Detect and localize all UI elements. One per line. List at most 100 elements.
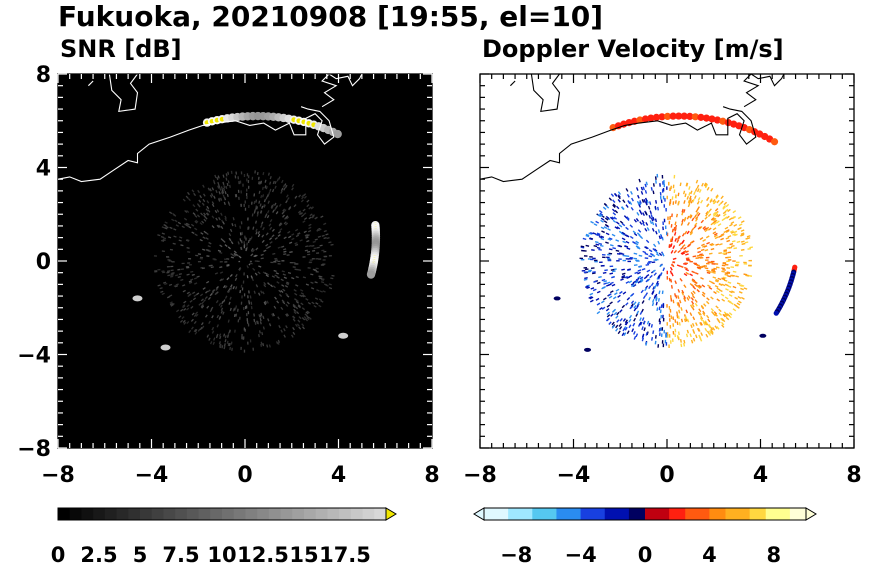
doppler-velocity-speck	[614, 193, 618, 197]
doppler-velocity-speck	[648, 201, 652, 205]
doppler-velocity-speck	[684, 266, 688, 270]
doppler-velocity-speck	[714, 285, 719, 288]
doppler-velocity-speck	[596, 246, 601, 249]
snr-noise-speck	[281, 299, 285, 303]
doppler-velocity-speck	[596, 232, 601, 236]
snr-noise-speck	[220, 186, 223, 190]
snr-noise-speck	[200, 298, 204, 302]
doppler-velocity-speck	[629, 235, 634, 239]
snr-noise-speck	[215, 189, 218, 194]
doppler-velocity-speck	[714, 211, 719, 216]
snr-colorbar-cell	[81, 508, 94, 520]
doppler-velocity-speck	[644, 197, 648, 202]
snr-noise-speck	[281, 179, 284, 184]
snr-noise-speck	[287, 271, 292, 275]
snr-noise-speck	[172, 212, 176, 216]
snr-noise-speck	[295, 234, 300, 238]
doppler-velocity-speck	[635, 333, 639, 338]
doppler-velocity-speck	[722, 204, 726, 209]
snr-noise-speck	[186, 222, 190, 226]
doppler-velocity-speck	[610, 313, 614, 317]
snr-noise-speck	[276, 178, 280, 182]
doppler-velocity-speck	[621, 276, 626, 279]
snr-noise-speck	[192, 212, 196, 216]
doppler-velocity-speck	[733, 247, 738, 250]
doppler-velocity-speck	[716, 220, 720, 224]
snr-noise-speck	[164, 221, 168, 224]
doppler-velocity-speck	[609, 290, 614, 294]
doppler-velocity-speck	[676, 321, 679, 326]
snr-noise-speck	[179, 319, 184, 323]
doppler-colorbar-cell	[636, 508, 646, 520]
doppler-velocity-speck	[585, 285, 589, 288]
doppler-velocity-speck	[686, 215, 690, 220]
snr-noise-speck	[258, 292, 261, 296]
snr-noise-speck	[254, 254, 258, 258]
doppler-velocity-speck	[662, 267, 666, 272]
doppler-velocity-speck	[708, 330, 712, 334]
doppler-velocity-speck	[718, 283, 723, 287]
doppler-velocity-speck	[605, 215, 610, 220]
snr-noise-speck	[271, 188, 275, 193]
doppler-velocity-speck	[608, 248, 613, 251]
doppler-velocity-speck	[639, 279, 644, 283]
doppler-velocity-speck	[677, 192, 680, 197]
snr-noise-speck	[213, 337, 216, 341]
doppler-velocity-speck	[694, 187, 698, 192]
snr-noise-speck	[221, 191, 224, 195]
doppler-velocity-speck	[595, 220, 600, 224]
snr-noise-speck	[205, 249, 209, 252]
doppler-velocity-speck	[606, 281, 611, 285]
snr-noise-speck	[220, 304, 223, 308]
snr-noise-speck	[274, 296, 278, 300]
doppler-velocity-speck	[717, 277, 722, 281]
snr-noise-speck	[293, 308, 297, 312]
snr-noise-speck	[220, 310, 224, 314]
doppler-velocity-speck	[698, 189, 702, 193]
snr-colorbar-label: 15	[289, 543, 318, 567]
snr-noise-speck	[291, 233, 295, 236]
doppler-velocity-speck	[635, 278, 639, 283]
doppler-echo-cell	[713, 116, 722, 124]
snr-noise-speck	[306, 204, 310, 208]
snr-coastline-2	[108, 73, 139, 113]
doppler-velocity-speck	[616, 226, 621, 230]
snr-colorbar-cell	[374, 508, 387, 520]
snr-noise-speck	[159, 287, 163, 290]
doppler-velocity-speck	[646, 320, 650, 325]
doppler-velocity-speck	[630, 282, 635, 286]
snr-noise-speck	[278, 289, 282, 293]
snr-noise-speck	[269, 181, 272, 185]
doppler-velocity-speck	[642, 250, 647, 254]
doppler-velocity-speck	[621, 237, 626, 241]
doppler-velocity-speck	[680, 307, 683, 311]
doppler-velocity-speck	[704, 216, 708, 220]
snr-noise-speck	[199, 326, 203, 331]
snr-noise-speck	[191, 273, 195, 276]
doppler-velocity-speck	[704, 228, 709, 233]
snr-noise-speck	[262, 343, 265, 347]
doppler-velocity-speck	[612, 270, 616, 273]
snr-noise-speck	[308, 216, 312, 220]
snr-noise-speck	[321, 234, 325, 237]
snr-noise-speck	[282, 273, 286, 276]
snr-noise-speck	[186, 247, 190, 249]
snr-noise-speck	[226, 264, 230, 267]
doppler-velocity-speck	[722, 210, 727, 215]
doppler-colorbar-cell	[709, 508, 718, 520]
doppler-velocity-speck	[679, 278, 683, 282]
snr-noise-speck	[164, 282, 168, 285]
doppler-velocity-speck	[687, 222, 690, 226]
doppler-velocity-speck	[656, 282, 660, 287]
snr-noise-speck	[284, 285, 289, 288]
snr-noise-speck	[302, 208, 306, 212]
snr-noise-speck	[262, 315, 265, 320]
snr-noise-speck	[277, 339, 281, 344]
doppler-velocity-speck	[716, 298, 721, 302]
doppler-colorbar-cell	[797, 508, 807, 520]
snr-noise-speck	[172, 242, 176, 245]
doppler-velocity-speck	[697, 285, 701, 289]
doppler-velocity-speck	[722, 268, 726, 271]
snr-noise-speck	[219, 271, 224, 274]
snr-noise-speck	[282, 184, 286, 188]
